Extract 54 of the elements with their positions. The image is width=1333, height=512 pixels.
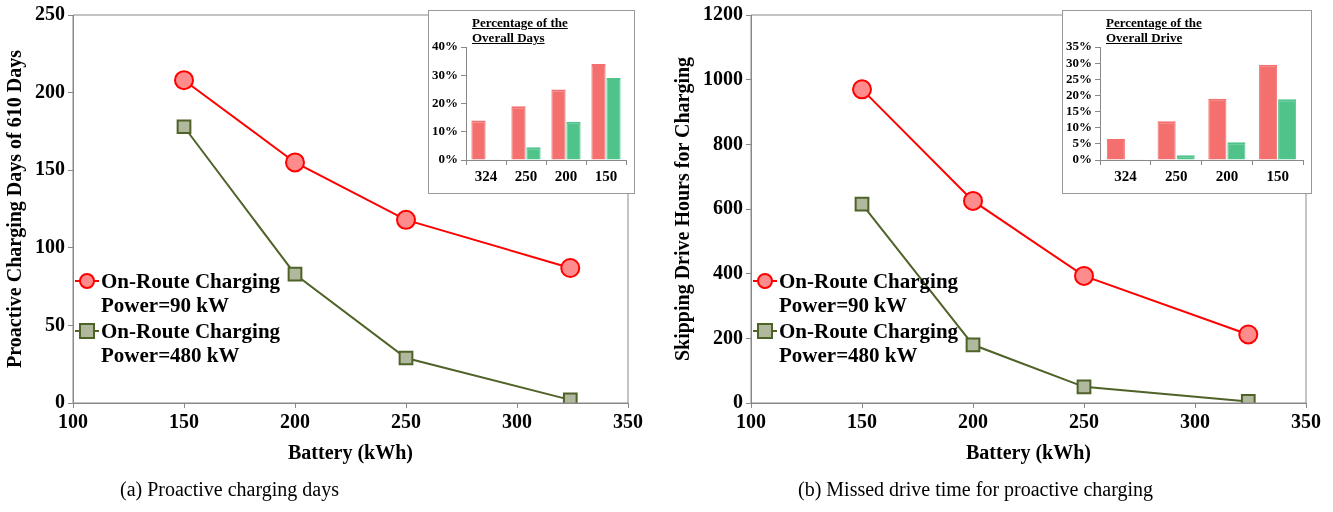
y-tick-label: 0 (733, 390, 743, 413)
legend-label: On-Route Charging Power=480 kW (101, 319, 281, 367)
x-tick-label: 250 (1164, 167, 1188, 184)
y-axis-title: Skipping Drive Hours for Charging (671, 56, 695, 362)
x-tick-label: 150 (847, 410, 877, 433)
legend-label: On-Route Charging Power=90 kW (101, 269, 281, 317)
x-tick-label: 300 (502, 410, 532, 433)
x-tick-label: 200 (1215, 167, 1239, 184)
chart-title: Percentage of the Overall Days (472, 15, 569, 45)
y-tick-label: 200 (35, 79, 65, 102)
y-tick-label: 100 (35, 234, 65, 257)
y-tick-label: 30% (1066, 54, 1092, 70)
x-tick-label: 100 (736, 410, 766, 433)
y-tick-label: 200 (713, 325, 743, 348)
legend-label: On-Route Charging Power=480 kW (779, 319, 959, 367)
x-tick-label: 324 (474, 167, 498, 184)
x-tick-label: 350 (1291, 410, 1321, 433)
x-tick-label: 150 (1266, 167, 1289, 184)
y-tick-label: 20% (432, 94, 458, 110)
y-tick-label: 10% (1066, 119, 1092, 135)
x-tick-label: 350 (613, 410, 643, 433)
y-tick-label: 5% (1072, 135, 1092, 151)
y-tick-label: 800 (713, 131, 743, 154)
y-tick-label: 1200 (703, 2, 743, 25)
y-tick-label: 15% (1066, 102, 1092, 118)
y-axis-title: Proactive Charging Days of 610 Days (3, 49, 27, 368)
x-axis-title: Battery (kWh) (288, 441, 413, 465)
y-tick-label: 0 (55, 390, 65, 413)
x-tick-label: 200 (554, 167, 578, 184)
y-tick-label: 1000 (703, 66, 743, 89)
text: (a) Proactive charging days (120, 478, 339, 501)
x-tick-label: 250 (391, 410, 421, 433)
y-tick-label: 400 (713, 260, 743, 283)
y-tick-label: 35% (1066, 38, 1092, 54)
x-tick-label: 324 (1114, 167, 1138, 184)
y-tick-label: 25% (1066, 70, 1092, 86)
x-tick-label: 300 (1180, 410, 1210, 433)
y-tick-label: 10% (432, 123, 458, 139)
y-tick-label: 600 (713, 196, 743, 219)
y-tick-label: 0% (438, 151, 458, 167)
y-tick-label: 40% (432, 38, 458, 54)
text: (b) Missed drive time for proactive charging (798, 478, 1154, 501)
y-tick-label: 20% (1066, 86, 1092, 102)
y-tick-label: 250 (35, 2, 65, 25)
chart-title: Percentage of the Overall Drive (1106, 15, 1203, 45)
x-tick-label: 250 (514, 167, 538, 184)
x-tick-label: 200 (958, 410, 988, 433)
y-tick-label: 0% (1072, 151, 1092, 167)
x-tick-label: 200 (280, 410, 310, 433)
x-tick-label: 150 (594, 167, 618, 184)
x-axis-title: Battery (kWh) (966, 441, 1091, 465)
y-tick-label: 30% (432, 66, 458, 82)
x-tick-label: 150 (169, 410, 199, 433)
y-tick-label: 50 (45, 312, 65, 335)
